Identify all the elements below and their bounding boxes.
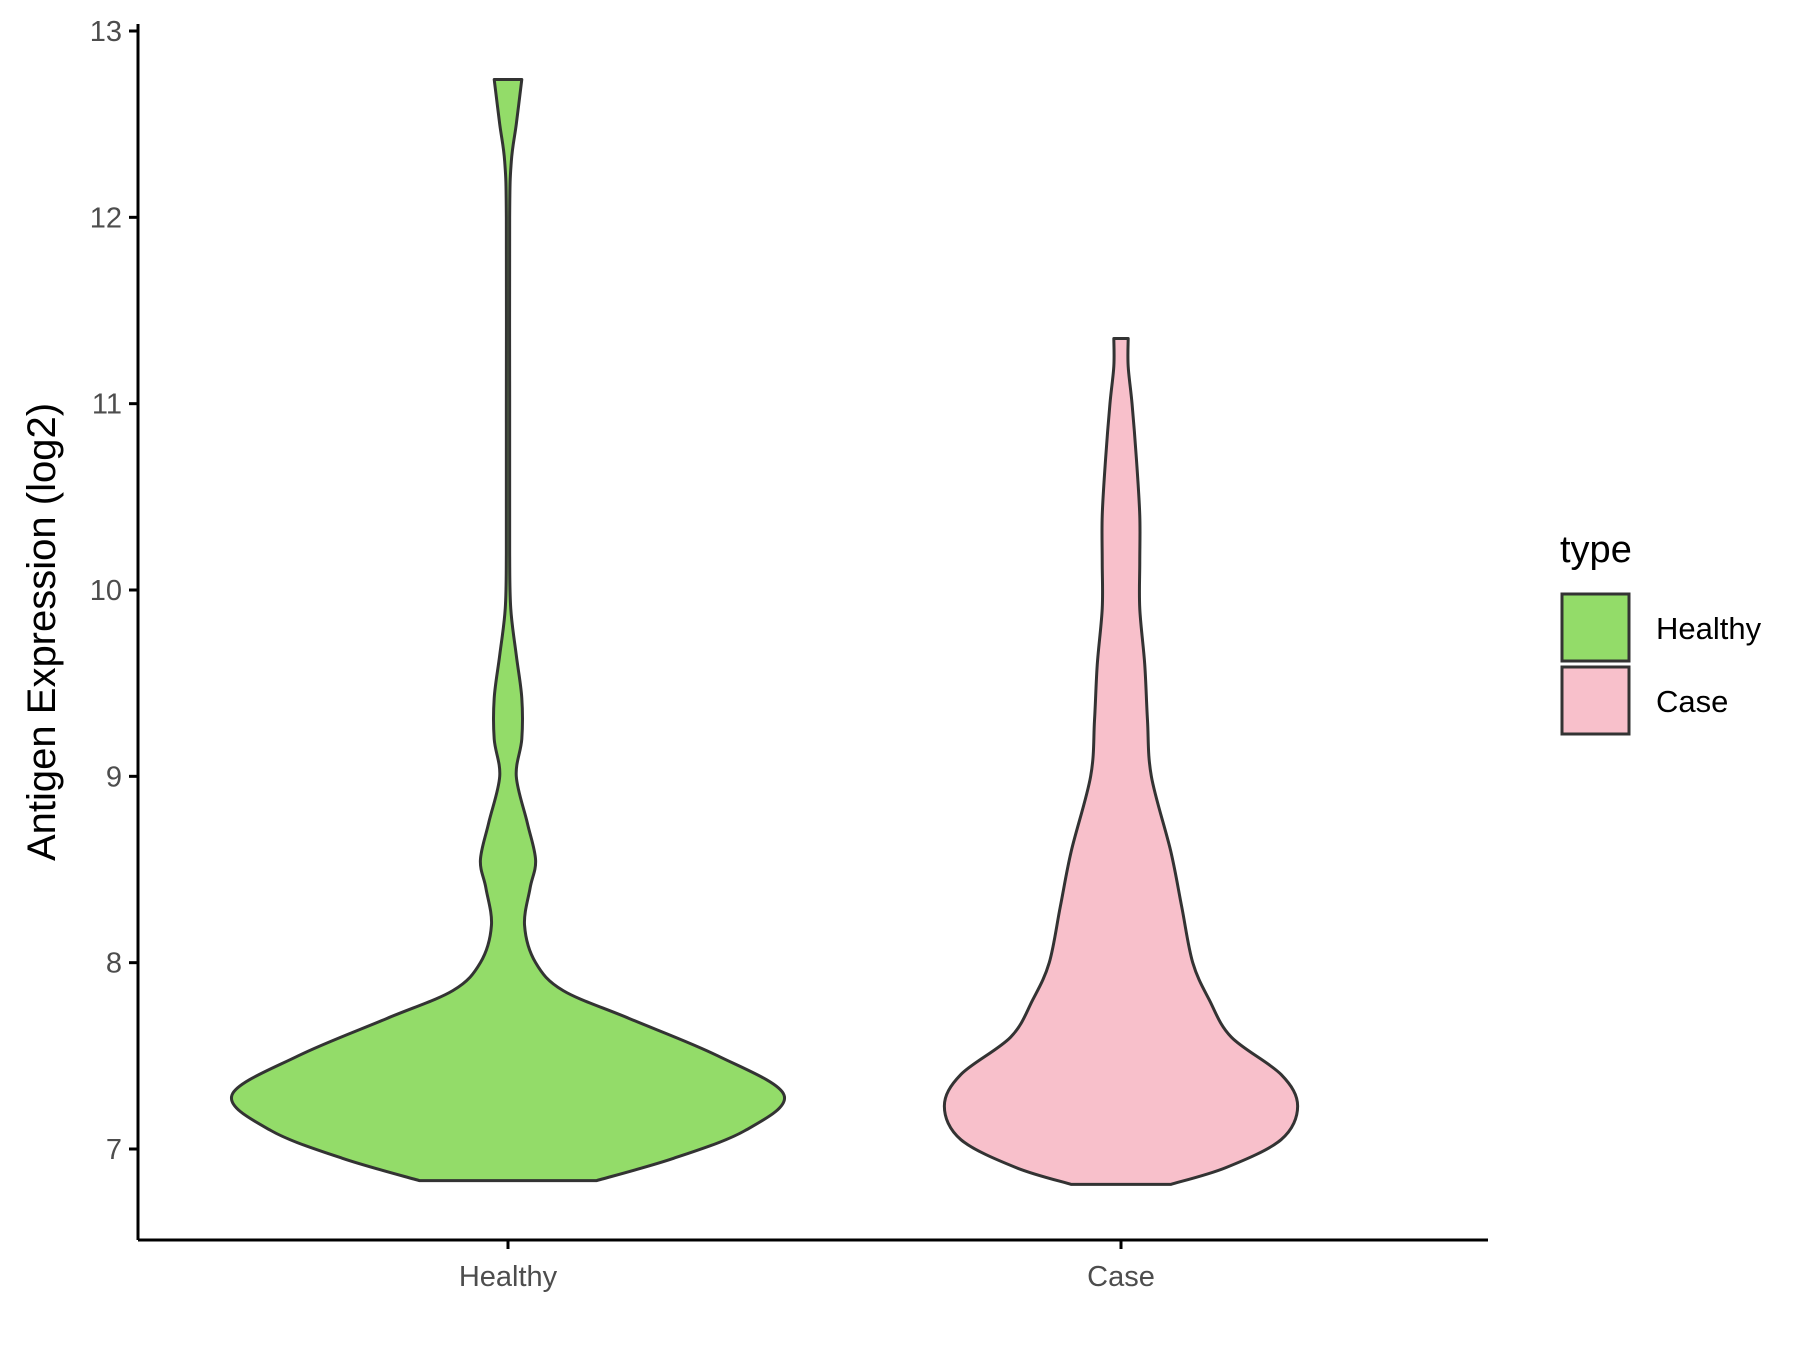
y-tick-label: 9: [106, 761, 122, 793]
y-tick-label: 12: [90, 202, 122, 234]
legend: type Healthy Case: [1560, 529, 1762, 736]
y-tick-label: 10: [90, 575, 122, 607]
violin-layer: [230, 77, 1300, 1186]
y-axis-title: Antigen Expression (log2): [20, 403, 64, 861]
x-axis-ticks: Healthy Case: [459, 1240, 1155, 1293]
y-tick-label: 13: [90, 16, 122, 48]
y-axis-ticks: 7 8 9 10 11 12 13: [90, 16, 138, 1166]
x-tick-label: Healthy: [459, 1261, 558, 1293]
violin-case: [942, 336, 1300, 1186]
legend-label-case: Case: [1656, 684, 1728, 719]
legend-swatch-case: [1560, 665, 1631, 736]
y-tick-label: 8: [106, 948, 122, 980]
legend-label-healthy: Healthy: [1656, 611, 1762, 646]
legend-swatch-healthy: [1560, 592, 1631, 663]
y-tick-label: 11: [92, 389, 122, 421]
violin-healthy: [230, 77, 786, 1183]
x-tick-label: Case: [1087, 1261, 1155, 1293]
y-tick-label: 7: [106, 1134, 122, 1166]
legend-title: type: [1560, 529, 1632, 571]
